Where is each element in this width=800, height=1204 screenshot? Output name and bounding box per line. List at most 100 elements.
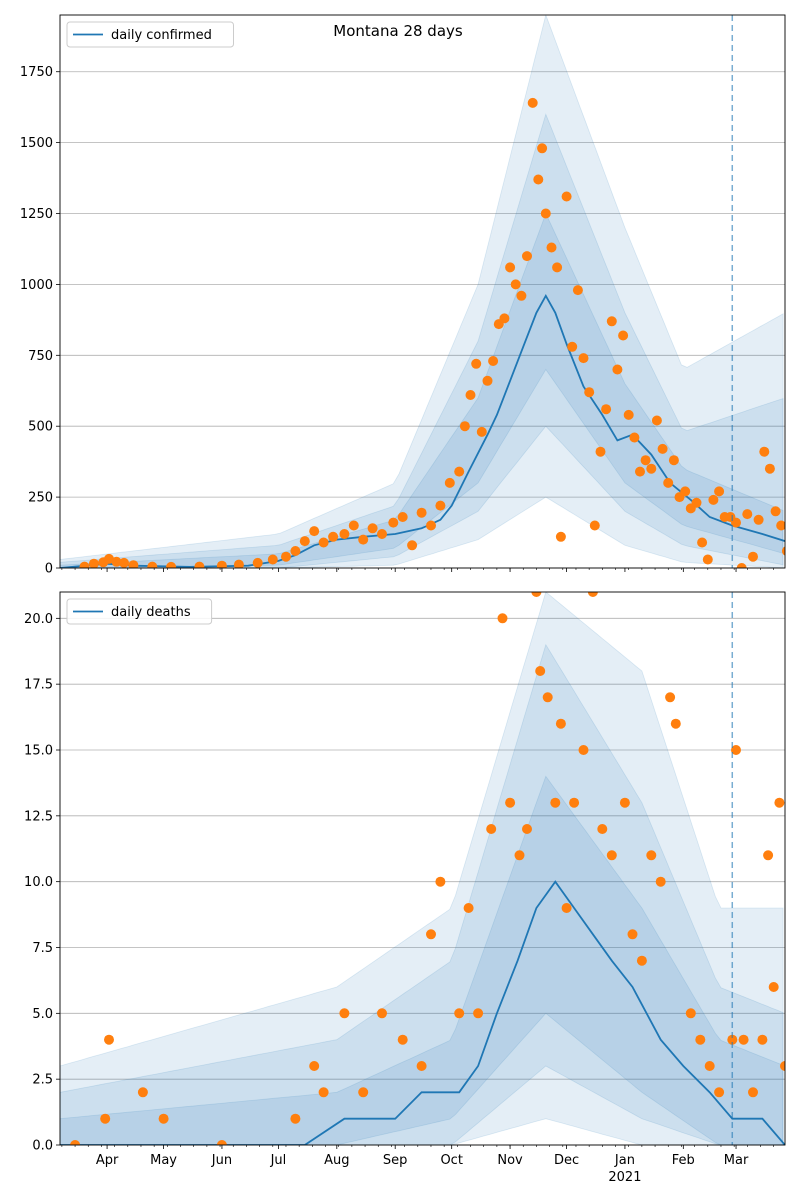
data-point xyxy=(416,507,427,518)
y-tick-label: 1500 xyxy=(20,136,53,151)
axes-frame xyxy=(59,591,786,1146)
figure-title: Montana 28 days xyxy=(333,22,463,40)
data-point xyxy=(473,1008,484,1019)
data-point xyxy=(781,546,785,556)
data-point xyxy=(147,561,158,568)
data-point xyxy=(104,553,114,564)
data-point xyxy=(531,592,542,597)
y-tick-label: 7.5 xyxy=(32,941,53,956)
data-point xyxy=(606,316,617,327)
data-point xyxy=(606,850,617,861)
data-point xyxy=(111,556,122,567)
data-point xyxy=(348,520,359,531)
data-point xyxy=(516,290,527,301)
data-point xyxy=(358,1087,369,1098)
data-point xyxy=(655,876,666,887)
data-point xyxy=(595,446,606,457)
data-point xyxy=(444,477,455,488)
data-point xyxy=(339,529,350,539)
y-tick-label: 17.5 xyxy=(24,678,53,693)
axes-frame xyxy=(59,14,786,569)
data-point xyxy=(435,500,446,511)
data-point xyxy=(697,537,708,548)
data-point xyxy=(542,692,553,703)
data-point xyxy=(546,242,557,253)
data-point xyxy=(158,1113,169,1124)
y-tick-label: 5.0 xyxy=(32,1007,53,1022)
data-point xyxy=(388,517,399,528)
data-point xyxy=(561,191,572,202)
legend: daily confirmed xyxy=(66,21,234,48)
data-point xyxy=(128,560,139,568)
data-point xyxy=(137,1087,148,1098)
data-point xyxy=(100,1113,111,1124)
y-tick-label: 10.0 xyxy=(24,875,53,890)
data-point xyxy=(757,1034,768,1045)
x-tick-label: Apr xyxy=(96,1153,119,1168)
data-point xyxy=(691,497,702,508)
data-point xyxy=(339,1008,350,1019)
data-point xyxy=(471,358,482,369)
data-point xyxy=(572,285,583,296)
data-point xyxy=(397,512,408,522)
data-point xyxy=(569,797,580,808)
data-point xyxy=(768,982,779,992)
data-point xyxy=(731,517,741,528)
data-point xyxy=(290,1113,301,1124)
data-point xyxy=(561,903,572,913)
data-point xyxy=(702,554,713,565)
y-tick-label: 2.5 xyxy=(32,1073,53,1088)
data-point xyxy=(426,929,436,940)
data-point xyxy=(552,262,563,273)
data-point xyxy=(216,560,227,568)
x-tick-label: Feb xyxy=(672,1153,695,1168)
data-point xyxy=(714,486,725,497)
uncertainty-band-outer xyxy=(60,592,784,1145)
data-point xyxy=(522,824,532,834)
data-point xyxy=(663,477,674,488)
data-point xyxy=(463,903,474,913)
data-point xyxy=(601,404,612,415)
x-tick-label: Jan xyxy=(614,1153,635,1168)
data-point xyxy=(465,390,476,400)
x-year-label: 2021 xyxy=(608,1170,641,1185)
data-point xyxy=(555,718,566,729)
data-point xyxy=(629,432,640,443)
data-point xyxy=(426,520,436,531)
plot-area xyxy=(60,592,785,1145)
data-point xyxy=(505,262,516,273)
legend-box xyxy=(66,598,213,625)
data-point xyxy=(104,1034,114,1045)
y-tick-label: 0.0 xyxy=(32,1139,53,1154)
data-point xyxy=(267,554,278,565)
data-point xyxy=(708,494,719,505)
data-point xyxy=(216,1140,227,1145)
data-point xyxy=(482,375,493,386)
data-point xyxy=(486,824,497,834)
y-tick-label: 15.0 xyxy=(24,744,53,759)
y-tick-label: 1000 xyxy=(20,278,53,293)
data-point xyxy=(731,745,741,755)
data-point xyxy=(497,613,508,624)
x-tick-label: Aug xyxy=(324,1153,349,1168)
uncertainty-band-middle xyxy=(60,643,784,1145)
data-point xyxy=(328,531,339,542)
data-point xyxy=(514,850,525,861)
data-point xyxy=(578,353,589,364)
y-tick-label: 1250 xyxy=(20,207,53,222)
data-point xyxy=(397,1034,408,1045)
data-point xyxy=(636,955,647,966)
axes-deaths: 0.0 2.5 5.0 7.5 10.0 12.5 15.0 17.5 20.0 Apr May Ju… xyxy=(24,591,786,1185)
data-point xyxy=(774,797,785,808)
data-point xyxy=(281,551,291,562)
data-point xyxy=(589,520,600,531)
data-point xyxy=(567,341,578,352)
data-point xyxy=(499,313,510,324)
data-point xyxy=(194,561,205,568)
data-point xyxy=(646,850,657,861)
data-point xyxy=(587,592,598,597)
data-point xyxy=(555,531,566,542)
legend-label: daily confirmed xyxy=(111,28,212,43)
data-point xyxy=(505,797,516,808)
